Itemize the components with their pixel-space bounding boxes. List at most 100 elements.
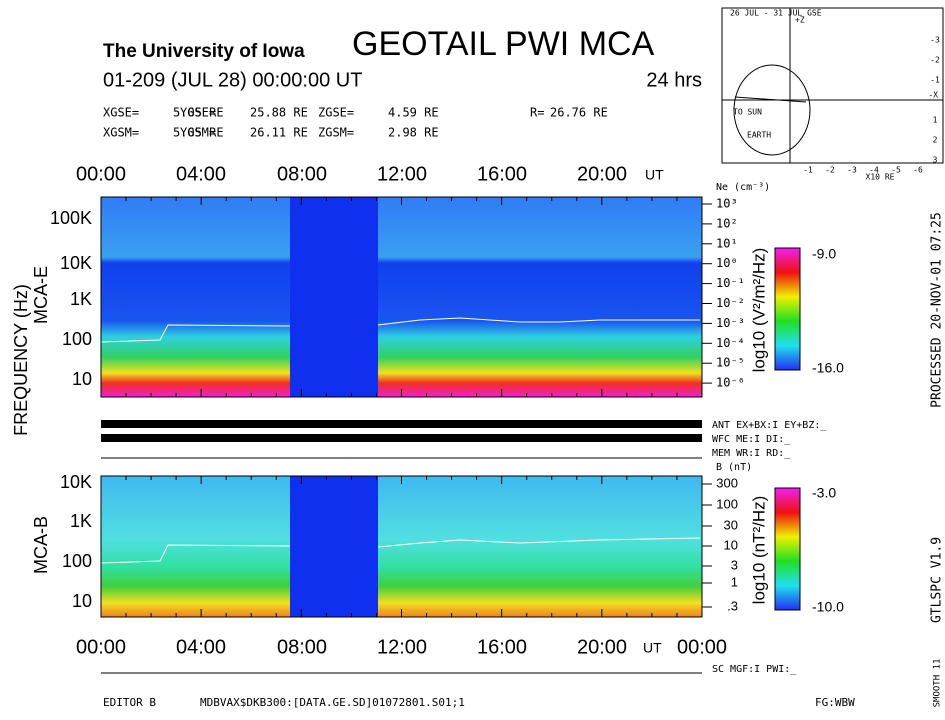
mca-b-panel [100,475,703,618]
coord-value: 5.05 RE [173,126,224,140]
colorbar-e [774,247,801,371]
time-label: 20:00 [577,163,627,185]
smooth-label: SMOOTH 11 [933,659,943,708]
orbit-tick: 2 [933,136,938,145]
time-label: 08:00 [277,636,327,658]
orbit-unit: X10 RE [866,173,895,182]
orbit-path [733,64,811,156]
colorbar-min: -10.0 [812,599,844,615]
institution: The University of Iowa [103,41,305,62]
orbit-tick: -1 [803,166,813,175]
b-label: 30 [724,517,738,532]
ne-label: 10³ [716,197,738,211]
freq-label: 100 [62,551,92,571]
duration: 24 hrs [646,69,702,91]
time-label: 04:00 [176,163,226,185]
trace [100,544,291,564]
orbit-tick: -2 [930,56,940,65]
ne-label: 10⁻³ [716,316,745,330]
footer-editor: EDITOR B [103,696,156,709]
orbit-tick: -3 [847,166,857,175]
freq-label: 10K [60,472,92,492]
b-label: 100 [716,496,738,511]
coord-label: XGSE= [103,106,139,120]
freq-label: 10 [72,369,92,389]
colorbar-b [774,487,801,611]
version-label: GTLSPC V1.9 [930,537,945,623]
orbit-tick: 3 [933,156,938,165]
freq-label: 10 [72,591,92,611]
colorbar-min: -16.0 [812,360,844,376]
freq-label: 1K [70,511,92,531]
data-gap [290,476,378,617]
orbit-box [721,7,944,164]
coord-value: 26.76 RE [550,106,608,120]
footer-status: SC MGF:I PWI:_ [712,664,797,675]
status-label: MEM WR:I RD:_ [712,448,791,459]
orbit-tick: -4 [869,166,879,175]
time-label: 04:00 [176,636,226,658]
coord-value: 5.05 RE [173,106,224,120]
orbit-tick: -6 [913,166,923,175]
footer-fg: FG:WBW [815,696,855,709]
status-label: ANT EX+BX:I EY+BZ:_ [712,420,827,431]
ne-label: 10¹ [716,236,738,250]
freq-label: 100K [50,208,92,228]
orbit-tick: -3 [930,36,940,45]
b-label: 10 [724,537,738,552]
freq-label: 10K [60,253,92,273]
colorbar-max: -9.0 [812,246,836,262]
time-unit: UT [643,640,662,656]
coord-value: 2.98 RE [388,126,439,140]
axis-label: FREQUENCY (Hz) [11,284,31,436]
mca-e-panel [100,196,703,398]
trace [100,324,291,343]
coord-value: 26.11 RE [250,126,308,140]
colorbar-label: log10 (nT²/Hz) [749,496,768,605]
orbit-label: EARTH [747,131,771,140]
coord-value: 4.59 RE [388,106,439,120]
status-bar [101,420,702,428]
time-label: 20:00 [577,636,627,658]
time-label: 08:00 [277,163,327,185]
coord-label: XGSM= [103,126,139,140]
ne-label: 10⁻¹ [716,276,745,290]
panel-label: MCA-B [31,516,51,574]
orbit-tick: -1 [930,76,940,85]
coord-label: ZGSM= [318,126,354,140]
b-title: B (nT) [716,462,752,473]
data-gap [290,197,378,397]
status-label: WFC ME:I DI:_ [712,434,791,445]
status-bar [101,434,702,442]
ne-title: Ne (cm⁻³) [716,182,770,193]
time-label: 00:00 [76,163,126,185]
b-label: 1 [731,574,738,589]
spectrogram-b [101,476,702,617]
ne-label: 10⁻⁵ [716,356,745,370]
time-unit: UT [645,167,664,183]
coord-label: ZGSE= [318,106,354,120]
time-label: 16:00 [477,636,527,658]
spectrogram-e [101,197,702,397]
b-label: 3 [731,557,738,572]
date: 01-209 (JUL 28) 00:00:00 UT [103,69,362,91]
trace [377,537,701,548]
b-label: 300 [716,475,738,490]
time-label: 12:00 [377,163,427,185]
ne-label: 10⁻⁶ [716,376,745,390]
trace [377,317,700,326]
orbit-label: +Z [795,16,805,25]
time-label: 16:00 [477,163,527,185]
orbit-tick: -5 [891,166,901,175]
coord-label: YGSE= [180,106,216,120]
status-bars [101,420,702,459]
orbit-label: -X [928,91,938,100]
coord-label: R= [530,106,544,120]
processed-label: PROCESSED 20-NOV-01 07:25 [930,212,945,408]
orbit-label: TO SUN [733,108,762,117]
freq-label: 100 [62,329,92,349]
orbit-tick: 1 [933,116,938,125]
ne-label: 10⁻² [716,296,745,310]
time-label: 00:00 [76,636,126,658]
ne-label: 10² [716,216,738,230]
